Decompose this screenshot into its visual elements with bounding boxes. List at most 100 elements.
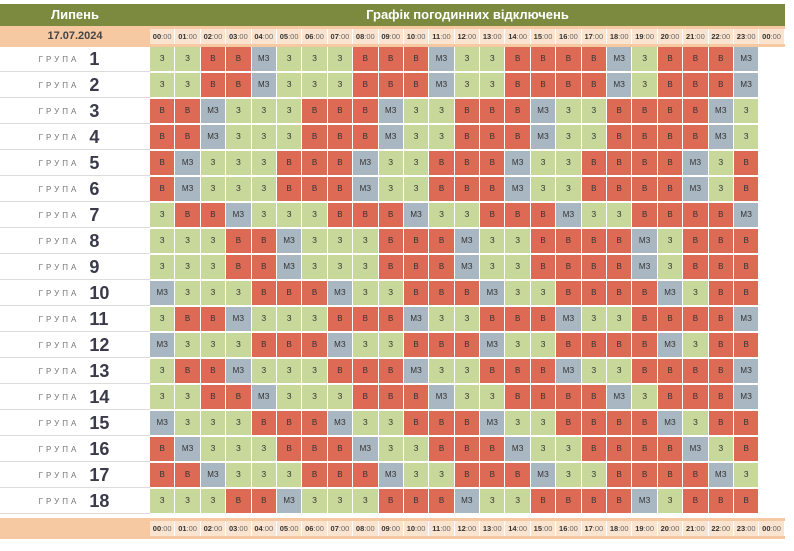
group-row: ГРУПА 16 В МЗ З З З В В В МЗ З З В В В МЗ З З В В В В МЗ З В: [0, 437, 785, 462]
schedule-cell: З: [251, 359, 277, 384]
schedule-cell: В: [607, 463, 633, 488]
schedule-cell: З: [175, 333, 201, 358]
schedule-cell: В: [708, 229, 734, 254]
schedule-cell: В: [327, 437, 354, 462]
schedule-cell: З: [581, 307, 608, 332]
schedule-cell: З: [226, 125, 252, 150]
hour-label: 17:00: [581, 521, 608, 536]
hour-label: 23:00: [733, 29, 760, 44]
schedule-cell: В: [403, 229, 430, 254]
schedule-cell: В: [175, 203, 201, 228]
schedule-cell: З: [429, 463, 455, 488]
schedule-cell: В: [353, 125, 379, 150]
schedule-cell: В: [480, 359, 506, 384]
hour-label: 05:00: [276, 29, 303, 44]
schedule-cell: З: [556, 463, 582, 488]
schedule-cell: В: [683, 73, 709, 98]
hour-label: 11:00: [429, 29, 455, 44]
schedule-cell: МЗ: [683, 151, 709, 176]
group-label: ГРУПА 1: [0, 47, 150, 72]
schedule-cell: В: [251, 255, 277, 280]
schedule-cell: В: [226, 229, 252, 254]
schedule-cell: З: [251, 125, 277, 150]
schedule-cell: МЗ: [632, 489, 658, 514]
schedule-cell: МЗ: [378, 99, 404, 124]
schedule-cell: МЗ: [505, 177, 531, 202]
schedule-cell: З: [302, 359, 328, 384]
group-row: ГРУПА 7 З В В МЗ З З З В В В МЗ З З В В В МЗ З З В В В В МЗ: [0, 203, 785, 228]
schedule-cell: З: [150, 255, 176, 280]
schedule-cell: МЗ: [403, 307, 430, 332]
schedule-cell: В: [429, 151, 455, 176]
schedule-cell: В: [353, 463, 379, 488]
schedule-cell: В: [708, 281, 734, 306]
schedule-cell: З: [251, 151, 277, 176]
hours-axis-bottom: 00:00 01:00 02:00 03:00 04:00 05:00 06:00 07:00…: [150, 518, 785, 539]
schedule-cell: В: [632, 281, 658, 306]
schedule-cell: З: [530, 333, 557, 358]
group-number: 1: [89, 48, 100, 69]
schedule-cell: МЗ: [226, 359, 252, 384]
schedule-cell: З: [226, 99, 252, 124]
hour-label: 00:00: [759, 29, 785, 44]
schedule-cell: В: [302, 151, 328, 176]
schedule-cell: МЗ: [556, 359, 582, 384]
schedule-cell: В: [302, 463, 328, 488]
schedule-cell: В: [200, 203, 227, 228]
group-number: 12: [89, 334, 110, 355]
schedule-cell: З: [505, 255, 531, 280]
schedule-cell: З: [175, 73, 201, 98]
schedule-cell: З: [530, 437, 557, 462]
schedule-cell: З: [403, 437, 430, 462]
schedule-cell: В: [556, 73, 582, 98]
date-hours-bar-top: 17.07.2024 00:00 01:00 02:00 03:00 04:00 05:0…: [0, 26, 785, 47]
schedule-cell: В: [581, 151, 608, 176]
schedule-cell: З: [251, 203, 277, 228]
schedule-cell: В: [429, 255, 455, 280]
schedule-cell: В: [429, 411, 455, 436]
schedule-cell: З: [251, 437, 277, 462]
schedule-cell: МЗ: [429, 73, 455, 98]
schedule-cell: В: [556, 489, 582, 514]
schedule-cell: В: [657, 385, 684, 410]
schedule-cell: В: [530, 203, 557, 228]
schedule-cell: З: [276, 463, 303, 488]
group-row: ГРУПА 15 МЗ З З З В В В МЗ З З В В В МЗ З З В В В В МЗ З В В: [0, 411, 785, 436]
schedule-cell: В: [327, 99, 354, 124]
schedule-cell: В: [251, 281, 277, 306]
schedule-cell: З: [607, 203, 633, 228]
schedule-cell: В: [378, 73, 404, 98]
group-label: ГРУПА 11: [0, 307, 150, 332]
schedule-cell: В: [683, 47, 709, 72]
hour-label: 12:00: [454, 521, 481, 536]
schedule-cell: З: [353, 333, 379, 358]
schedule-cell: З: [454, 359, 481, 384]
hour-label: 13:00: [480, 29, 506, 44]
schedule-cell: З: [403, 151, 430, 176]
schedule-cell: З: [276, 125, 303, 150]
schedule-cell: З: [429, 99, 455, 124]
schedule-cell: В: [480, 437, 506, 462]
schedule-cell: МЗ: [454, 229, 481, 254]
schedule-cell: МЗ: [429, 47, 455, 72]
schedule-cell: З: [708, 151, 734, 176]
group-row: ГРУПА 18 З З З В В МЗ З З З В В В МЗ З З В В В В МЗ З В В В: [0, 489, 785, 514]
group-word: ГРУПА: [38, 392, 80, 402]
schedule-cell: МЗ: [607, 73, 633, 98]
schedule-cell: З: [581, 463, 608, 488]
schedule-cell: МЗ: [150, 281, 176, 306]
schedule-cell: В: [302, 437, 328, 462]
hour-label: 18:00: [607, 521, 633, 536]
schedule-cell: З: [200, 411, 227, 436]
schedule-cell: З: [454, 73, 481, 98]
schedule-cell: МЗ: [657, 411, 684, 436]
schedule-cell: В: [657, 47, 684, 72]
schedule-cell: З: [454, 385, 481, 410]
hour-label: 04:00: [251, 29, 277, 44]
hour-label: 00:00: [150, 521, 176, 536]
schedule-cell: В: [226, 47, 252, 72]
schedule-cell: В: [632, 125, 658, 150]
schedule-cell: З: [226, 151, 252, 176]
schedule-cell: З: [276, 307, 303, 332]
schedule-cell: МЗ: [327, 281, 354, 306]
